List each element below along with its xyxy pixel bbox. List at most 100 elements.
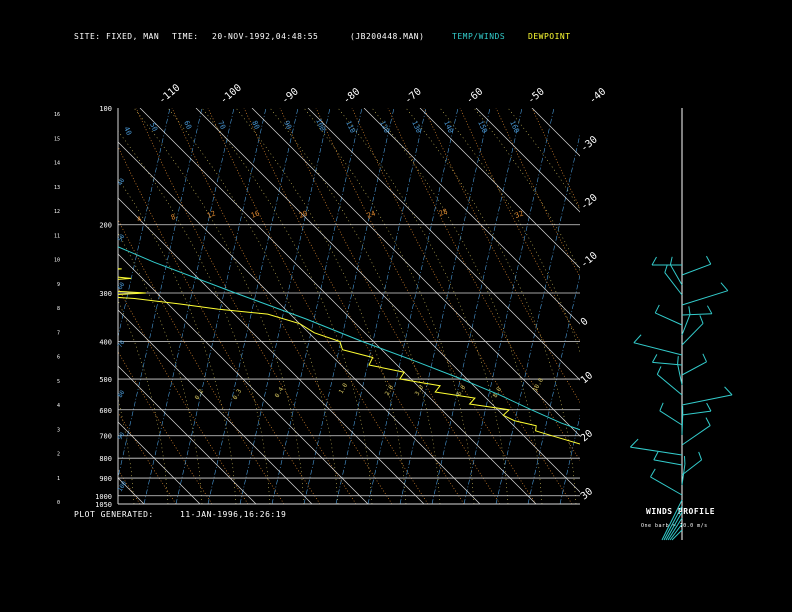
dry-adiabat-label: 4 — [136, 215, 143, 224]
dry-adiabat — [118, 469, 141, 504]
mixing-ratio-label: 60 — [182, 119, 193, 130]
wind-barb-flag — [677, 356, 679, 365]
isotherm — [118, 253, 369, 504]
wind-barb-flag — [659, 402, 664, 412]
pressure-tick-label: 900 — [99, 475, 112, 483]
winds-profile-title: WINDS PROFILE — [646, 507, 716, 516]
height-tick-label: 3 — [57, 427, 60, 433]
height-tick-label: 15 — [54, 136, 60, 142]
mixing-ratio-line — [399, 108, 491, 504]
dry-adiabat-label: 12 — [206, 209, 217, 219]
wind-barb — [671, 529, 683, 541]
mixing-ratio-label: 90 — [282, 119, 293, 130]
height-tick-label: 9 — [57, 282, 60, 288]
legend-dewpoint: DEWPOINT — [528, 32, 571, 41]
wind-barb-flag — [688, 306, 691, 315]
wind-barb-flag — [633, 334, 642, 344]
plot-frame — [117, 108, 580, 505]
wind-barb — [669, 523, 683, 541]
wind-barb — [681, 459, 702, 476]
wind-barb — [677, 364, 683, 386]
wind-barb — [681, 313, 712, 316]
mixing-ratio-line — [118, 108, 203, 479]
isotherm — [118, 477, 145, 504]
wind-barb — [681, 425, 711, 446]
dry-adiabat-label: 16 — [250, 209, 261, 219]
sounding-profiles — [118, 246, 580, 445]
mixing-ratio-line — [143, 108, 235, 504]
height-tick-label: 10 — [54, 258, 60, 264]
wind-barb-flag — [724, 386, 733, 396]
moist-adiabat-label: 2.0 — [384, 384, 396, 397]
pressure-tick-label: 500 — [99, 376, 112, 384]
isotherm — [0, 108, 32, 504]
height-tick-label: 12 — [54, 209, 60, 215]
right-temperature-tick: -20 — [579, 192, 600, 212]
moist-adiabat-label: 8.0 — [492, 386, 504, 399]
moist-adiabat-label: 0.3 — [232, 388, 244, 401]
wind-barb — [650, 476, 683, 496]
isotherm — [118, 421, 201, 504]
moist-adiabat — [118, 397, 135, 504]
wind-barb — [681, 290, 728, 306]
dry-adiabat — [351, 108, 573, 504]
dry-adiabat — [118, 411, 177, 504]
wind-barb-flag — [650, 468, 656, 478]
pressure-tick-label: 400 — [99, 338, 112, 346]
right-temperature-tick: 10 — [579, 370, 595, 386]
height-tick-label: 13 — [54, 185, 60, 191]
moist-adiabat-label: 0.4 — [274, 386, 286, 399]
dry-adiabat-label: 20 — [298, 209, 309, 219]
isotherm — [588, 108, 792, 504]
mixing-ratio-line — [495, 133, 580, 504]
dry-adiabat — [207, 108, 429, 504]
isotherm — [118, 141, 481, 504]
mixing-ratio-line — [239, 108, 331, 504]
wind-barb — [653, 459, 683, 466]
top-temperature-tick: -40 — [587, 86, 608, 106]
mixing-ratio-label: 70 — [117, 339, 127, 349]
mixing-ratio-line — [303, 108, 395, 504]
mixing-ratio-label: 80 — [117, 389, 127, 399]
height-tick-label: 1 — [57, 476, 60, 482]
moist-adiabat — [133, 108, 305, 504]
dry-adiabat — [243, 108, 465, 504]
isotherm — [531, 108, 580, 157]
moist-adiabat-label: 1.0 — [338, 382, 350, 395]
wind-barb-flag — [652, 354, 658, 363]
moist-adiabat-label: 0.2 — [194, 388, 206, 401]
mixing-ratio-label: 130 — [410, 119, 423, 134]
wind-barb — [681, 463, 686, 486]
wind-barb — [656, 374, 683, 396]
moist-adiabat — [507, 108, 580, 210]
moist-adiabat — [167, 108, 339, 504]
isotherm — [139, 108, 537, 504]
pressure-tick-label: 300 — [99, 290, 112, 298]
right-temperature-tick: 0 — [579, 316, 591, 328]
pressure-tick-label: 100 — [99, 105, 112, 113]
mixing-ratio-label: 40 — [117, 177, 127, 187]
wind-barb-flag — [656, 366, 662, 375]
header-site-label: SITE: — [74, 32, 101, 41]
moist-adiabat — [439, 108, 580, 354]
wind-barb — [659, 410, 683, 426]
dry-adiabat — [531, 108, 580, 209]
wind-barb — [681, 361, 707, 376]
wind-barb-flag — [706, 402, 712, 412]
moist-adiabat — [118, 130, 271, 504]
dry-adiabat-label: 8 — [170, 213, 177, 222]
mixing-ratio-label: 50 — [148, 121, 159, 132]
mixing-ratio-line — [463, 108, 555, 504]
pressure-tick-label: 800 — [99, 455, 112, 463]
mixing-ratio-line — [367, 108, 459, 504]
dry-adiabat — [459, 108, 580, 343]
dry-adiabat-label: 28 — [438, 207, 449, 217]
height-tick-label: 8 — [57, 306, 60, 312]
wind-barb — [681, 410, 712, 416]
moist-adiabat-label: 3.0 — [414, 384, 426, 397]
wind-barb — [633, 342, 683, 356]
wind-barb-flag — [702, 353, 708, 363]
mixing-ratio-label: 70 — [216, 119, 227, 130]
moist-adiabat — [303, 108, 475, 504]
